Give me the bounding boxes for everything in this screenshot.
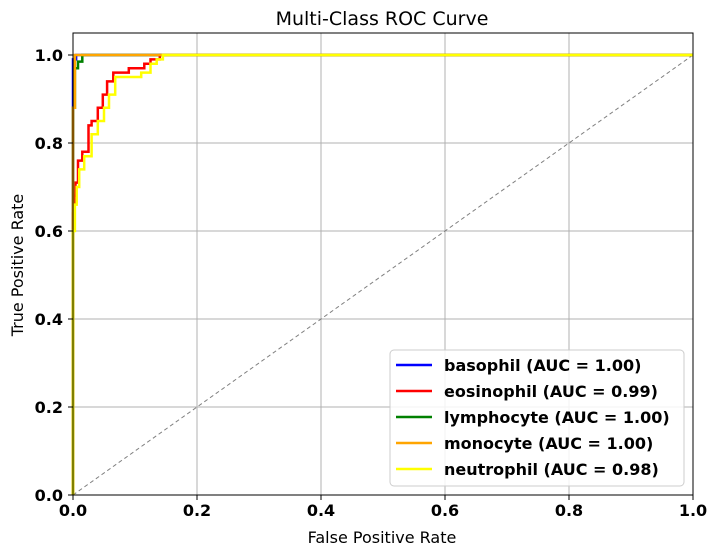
x-axis-ticks: 0.0 0.2 0.4 0.6 0.8 1.0 xyxy=(59,495,707,520)
reference-line-group xyxy=(72,54,694,496)
y-axis-label: True Positive Rate xyxy=(8,194,27,338)
y-tick-label: 0.2 xyxy=(35,398,63,417)
x-tick-label: 0.8 xyxy=(555,501,583,520)
y-tick-label: 1.0 xyxy=(35,46,63,65)
legend-box xyxy=(389,349,685,487)
y-axis-ticks: 0.0 0.2 0.4 0.6 0.8 1.0 xyxy=(35,46,73,505)
chart-title: Multi-Class ROC Curve xyxy=(276,8,489,30)
y-tick-label: 0.0 xyxy=(35,486,63,505)
legend-entry-eosinophil: eosinophil (AUC = 0.99) xyxy=(444,382,658,401)
x-tick-label: 0.2 xyxy=(183,501,211,520)
plot-frame xyxy=(72,32,694,496)
x-tick-label: 0.4 xyxy=(307,501,335,520)
y-tick-label: 0.6 xyxy=(35,222,63,241)
legend-entry-lymphocyte: lymphocyte (AUC = 1.00) xyxy=(444,408,670,427)
legend-entry-monocyte: monocyte (AUC = 1.00) xyxy=(444,434,653,453)
x-tick-label: 1.0 xyxy=(679,501,707,520)
x-tick-label: 0.6 xyxy=(431,501,459,520)
reference-diagonal-line xyxy=(72,54,694,496)
y-tick-label: 0.8 xyxy=(35,134,63,153)
roc-line-eosinophil xyxy=(71,53,693,495)
x-axis-label: False Positive Rate xyxy=(308,528,457,547)
y-tick-label: 0.4 xyxy=(35,310,63,329)
roc-line-neutrophil xyxy=(71,53,693,495)
x-tick-label: 0.0 xyxy=(59,501,87,520)
legend: basophil (AUC = 1.00) eosinophil (AUC = 0… xyxy=(389,349,685,487)
legend-entry-basophil: basophil (AUC = 1.00) xyxy=(444,356,641,375)
legend-entry-neutrophil: neutrophil (AUC = 0.98) xyxy=(444,460,659,479)
